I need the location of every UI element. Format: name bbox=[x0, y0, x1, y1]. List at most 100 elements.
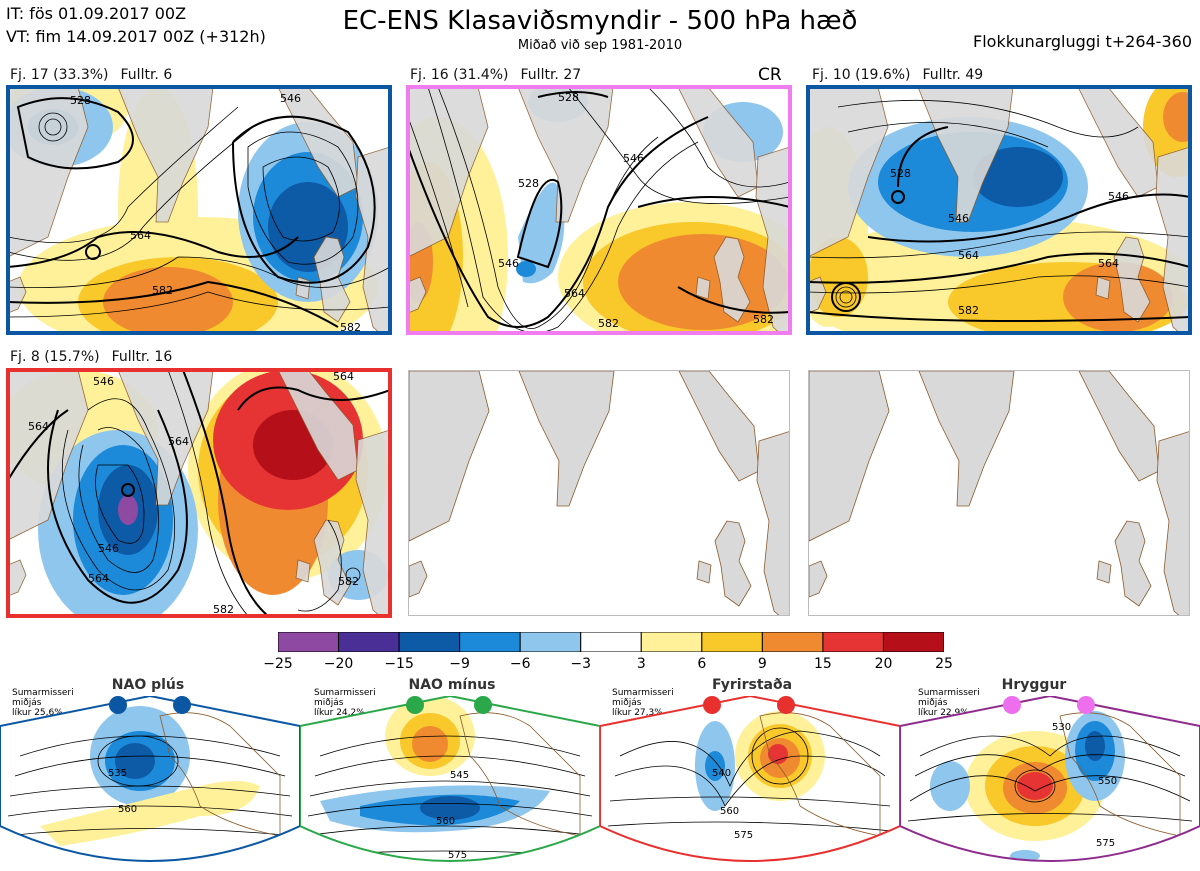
colorbar-swatch bbox=[580, 631, 642, 653]
regime-contour-label: 540 bbox=[712, 768, 731, 779]
regime-nao-minus: NAO mínus Sumarmisseri miðjás líkur 24,2% … bbox=[300, 676, 600, 871]
contour-label: 564 bbox=[564, 287, 585, 300]
regime-name: NAO plús bbox=[111, 677, 185, 693]
cluster-map-fj8: 546 564 564 546 564 582 564 582 bbox=[6, 368, 392, 618]
colorbar-tick-label: −3 bbox=[570, 656, 591, 672]
contour-label: 564 bbox=[28, 420, 49, 433]
regime-map: 535 560 bbox=[0, 696, 300, 862]
colorbar-tick-label: 9 bbox=[757, 656, 767, 672]
colorbar-tick-label: 15 bbox=[813, 656, 832, 672]
regime-marker bbox=[406, 696, 424, 714]
contour-label: 564 bbox=[1098, 257, 1119, 270]
colorbar-swatch bbox=[882, 631, 945, 653]
regime-map: 530 550 575 bbox=[900, 696, 1200, 862]
colorbar-swatch bbox=[761, 631, 824, 653]
contour-label: 582 bbox=[152, 284, 173, 297]
regime-marker bbox=[109, 696, 127, 714]
contour-label: 546 bbox=[948, 212, 969, 225]
colorbar-swatch bbox=[277, 631, 340, 653]
regime-info: Sumarmisseri miðjás líkur 24,2% bbox=[314, 688, 376, 718]
contour-label: 582 bbox=[340, 321, 361, 334]
regime-contour-label: 560 bbox=[720, 806, 739, 817]
contour-label: 582 bbox=[338, 575, 359, 588]
contour-label: 546 bbox=[623, 152, 644, 165]
regime-map: 540 560 575 bbox=[600, 696, 900, 862]
contour-label: 528 bbox=[518, 177, 539, 190]
contour-label: 582 bbox=[213, 603, 234, 616]
colorbar-tick-label: −6 bbox=[509, 656, 531, 672]
contour-label: 564 bbox=[333, 370, 354, 383]
regime-marker bbox=[474, 696, 492, 714]
cluster-map-fj17: 528 546 564 582 582 bbox=[6, 85, 392, 335]
cluster-map-fj16: 528 546 528 546 564 582 582 bbox=[406, 85, 792, 335]
contour-label: 528 bbox=[890, 167, 911, 180]
initial-time: IT: fös 01.09.2017 00Z bbox=[6, 4, 187, 23]
classification-window: Flokkunargluggi t+264-360 bbox=[973, 32, 1192, 51]
empty-map-panel bbox=[408, 370, 790, 616]
regime-marker bbox=[173, 696, 191, 714]
regime-name: Fyrirstaða bbox=[711, 677, 793, 693]
contour-label: 528 bbox=[558, 91, 579, 104]
regime-markers bbox=[406, 696, 492, 714]
regime-contour-label: 560 bbox=[436, 816, 455, 827]
cluster-label-fj10: Fj. 10 (19.6%) Fulltr. 49 bbox=[812, 67, 984, 83]
colorbar-tick-label: 25 bbox=[935, 656, 953, 672]
colorbar-swatch bbox=[701, 631, 763, 653]
contour-label: 582 bbox=[598, 317, 619, 330]
cluster-label-fj8: Fj. 8 (15.7%) Fulltr. 16 bbox=[10, 349, 173, 365]
cluster-map-fj10: 528 546 546 564 564 582 bbox=[806, 85, 1192, 335]
colorbar-tick-label: −9 bbox=[449, 656, 470, 672]
contour-label: 582 bbox=[958, 304, 979, 317]
colorbar-tick-label: −25 bbox=[263, 656, 293, 672]
contour-label: 564 bbox=[130, 229, 151, 242]
regime-marker bbox=[777, 696, 795, 714]
regime-blocking: Fyrirstaða Sumarmisseri miðjás líkur 27,3%… bbox=[600, 676, 900, 871]
cluster-label-fj17: Fj. 17 (33.3%) Fulltr. 6 bbox=[10, 67, 173, 83]
regime-name: Hryggur bbox=[1001, 677, 1067, 693]
regime-contour-label: 560 bbox=[118, 804, 137, 815]
regime-frame bbox=[6, 368, 392, 618]
cluster-label-fj16: Fj. 16 (31.4%) Fulltr. 27 bbox=[410, 67, 582, 83]
colorbar-labels: −25 −20 −15 −9 −6 −3 3 6 9 15 20 25 bbox=[263, 656, 953, 674]
colorbar-swatch bbox=[338, 631, 400, 653]
regime-map: 545 560 575 bbox=[300, 696, 600, 862]
regime-contour-label: 535 bbox=[108, 768, 127, 779]
regime-frame bbox=[406, 85, 792, 335]
page-title: EC-ENS Klasaviðsmyndir - 500 hPa hæð bbox=[342, 6, 858, 36]
contour-label: 564 bbox=[88, 572, 109, 585]
regime-info: Sumarmisseri miðjás líkur 22,9% bbox=[918, 688, 980, 718]
regime-marker bbox=[703, 696, 721, 714]
regime-contour-label: 530 bbox=[1052, 722, 1071, 733]
regime-frame bbox=[806, 85, 1192, 335]
regime-markers bbox=[1003, 696, 1095, 714]
regime-contour-label: 575 bbox=[734, 830, 753, 841]
regime-markers bbox=[109, 696, 191, 714]
colorbar-tick-label: −15 bbox=[384, 656, 414, 672]
contour-label: 546 bbox=[1108, 190, 1129, 203]
contour-label: 564 bbox=[958, 249, 979, 262]
colorbar-swatch bbox=[398, 631, 461, 653]
cr-tag: CR bbox=[758, 65, 782, 85]
climatology-subtitle: Miðað við sep 1981-2010 bbox=[517, 38, 683, 53]
contour-label: 582 bbox=[753, 313, 774, 326]
contour-label: 528 bbox=[70, 94, 91, 107]
colorbar-tick-label: 3 bbox=[636, 656, 646, 672]
colorbar bbox=[277, 631, 945, 653]
contour-label: 546 bbox=[498, 257, 519, 270]
regime-contour-label: 575 bbox=[1096, 838, 1115, 849]
empty-map-panel bbox=[808, 370, 1190, 616]
regime-contour-label: 575 bbox=[448, 850, 467, 861]
regime-markers bbox=[703, 696, 795, 714]
colorbar-swatch bbox=[459, 631, 521, 653]
regime-info: Sumarmisseri miðjás líkur 27,3% bbox=[612, 688, 674, 718]
contour-label: 546 bbox=[93, 375, 114, 388]
regime-nao-plus: NAO plús Sumarmisseri miðjás líkur 25,6% 5… bbox=[0, 676, 300, 871]
regime-marker bbox=[1077, 696, 1095, 714]
regime-name: NAO mínus bbox=[408, 677, 496, 693]
colorbar-tick-label: −20 bbox=[323, 656, 354, 672]
colorbar-tick-label: 6 bbox=[697, 656, 707, 672]
colorbar-swatch bbox=[519, 631, 582, 653]
colorbar-swatch bbox=[640, 631, 703, 653]
contour-label: 564 bbox=[168, 435, 189, 448]
colorbar-swatches bbox=[277, 631, 945, 653]
